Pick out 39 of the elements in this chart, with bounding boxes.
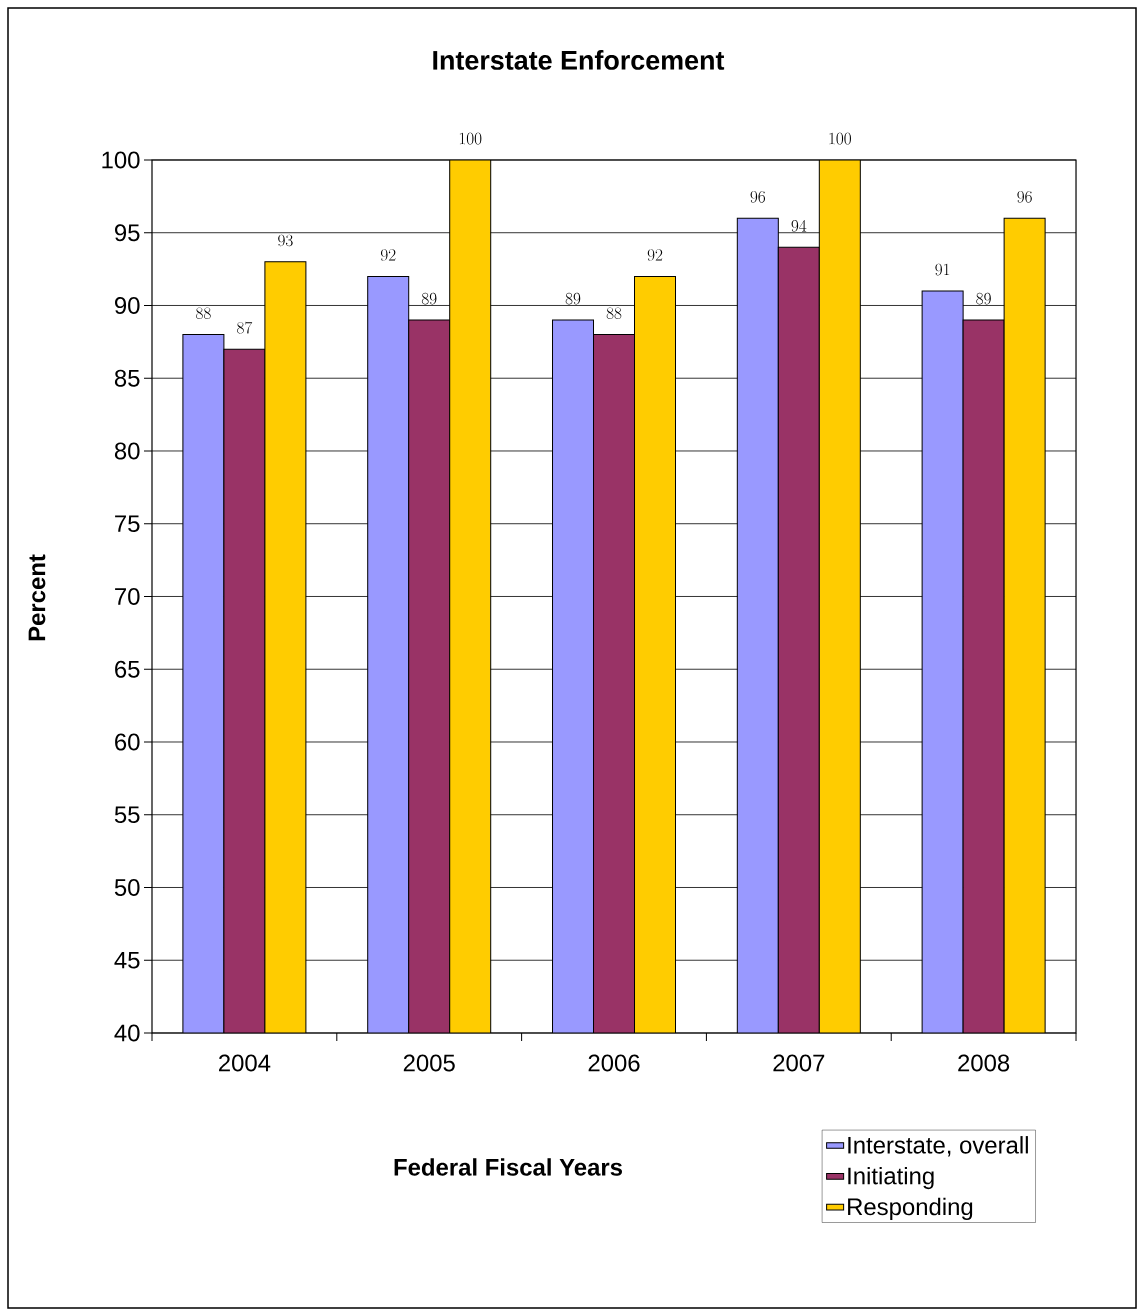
data-label: 89 <box>565 292 581 305</box>
y-tick-label: 50 <box>114 879 140 896</box>
y-tick-label: 90 <box>115 297 140 314</box>
legend-label: Interstate, overall <box>848 1136 1028 1157</box>
data-label: 93 <box>278 234 293 247</box>
y-tick-label: 65 <box>115 660 140 678</box>
x-axis-title: Federal Fiscal Years <box>394 1158 622 1176</box>
x-tick-label: 2008 <box>958 1054 1010 1072</box>
y-tick-label: 75 <box>115 515 140 533</box>
y-tick-label: 40 <box>114 1024 140 1042</box>
data-label: 89 <box>421 292 437 305</box>
y-tick-label: 85 <box>114 369 140 387</box>
data-label: 91 <box>935 263 950 276</box>
x-tick-label: 2007 <box>773 1054 825 1072</box>
data-label: 87 <box>237 321 253 334</box>
y-tick-label: 100 <box>102 151 140 169</box>
chart-title: Interstate Enforcement <box>433 50 725 70</box>
y-axis-title: Percent <box>28 554 46 641</box>
data-label: 92 <box>380 249 396 261</box>
data-label: 88 <box>606 307 622 320</box>
x-tick-label: 2005 <box>403 1054 455 1072</box>
data-label: 89 <box>976 292 991 305</box>
y-tick-label: 95 <box>115 224 140 242</box>
y-tick-label: 45 <box>114 951 140 969</box>
data-label: 96 <box>750 190 766 203</box>
data-label: 100 <box>459 132 482 145</box>
data-label: 92 <box>647 249 663 261</box>
data-label: 96 <box>1017 190 1032 203</box>
y-tick-label: 80 <box>114 442 140 460</box>
x-tick-label: 2004 <box>219 1054 271 1072</box>
data-label: 94 <box>791 219 807 232</box>
data-label: 100 <box>829 132 851 145</box>
legend-label: Initiating <box>848 1166 934 1190</box>
legend-label: Responding <box>848 1197 973 1220</box>
data-label: 88 <box>196 307 211 320</box>
y-tick-label: 55 <box>114 806 140 824</box>
y-tick-label: 70 <box>115 588 140 605</box>
x-tick-label: 2006 <box>588 1054 640 1072</box>
y-tick-label: 60 <box>115 733 140 751</box>
